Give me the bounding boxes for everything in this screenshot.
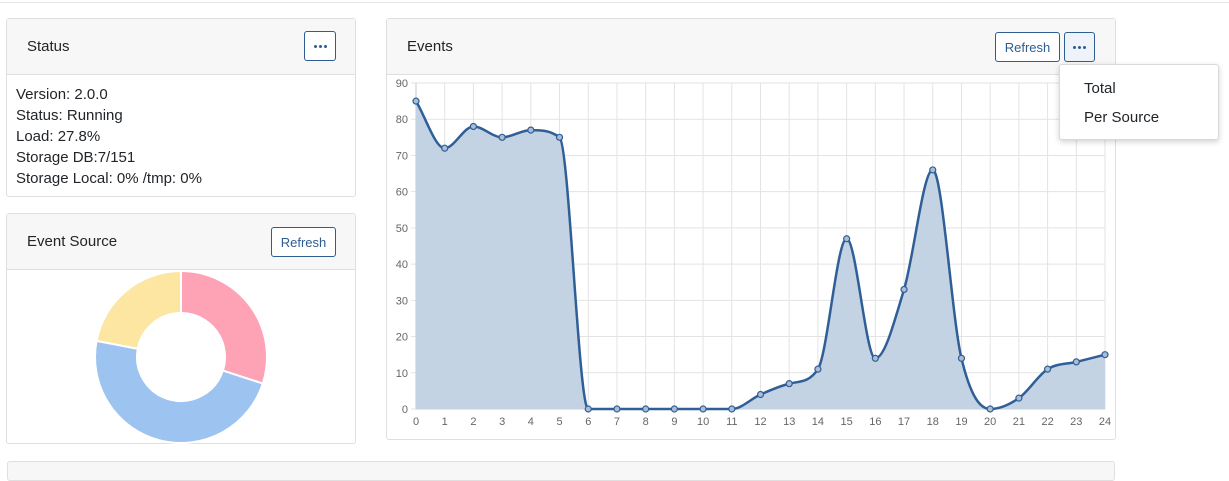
x-tick-label: 2 [470,416,476,428]
status-card-title: Status [27,38,70,55]
dropdown-item-per-source[interactable]: Per Source [1084,109,1160,126]
x-tick-label: 8 [643,416,649,428]
x-tick-label: 7 [614,416,620,428]
x-tick-label: 1 [442,416,448,428]
events-view-dropdown: Total Per Source [1059,64,1219,140]
events-data-point [699,405,707,413]
x-tick-label: 18 [927,416,939,428]
events-data-point [871,354,879,362]
status-more-button[interactable] [304,31,336,61]
events-data-point [900,285,908,294]
events-data-point [986,405,994,413]
events-data-point [613,405,621,413]
donut-slice-0 [180,270,268,385]
donut-slice-2 [95,270,182,350]
status-version: Version: 2.0.0 [16,86,108,103]
events-data-point [785,380,793,388]
x-tick-label: 12 [754,416,766,428]
y-tick-label: 90 [396,78,408,90]
y-tick-label: 20 [396,332,408,344]
events-more-button[interactable] [1064,32,1095,62]
x-tick-label: 22 [1041,416,1053,428]
x-tick-label: 10 [697,416,709,428]
x-tick-label: 3 [499,416,505,428]
events-area-fill [416,101,1105,410]
event-source-card-header: Event Source Refresh [7,214,355,270]
events-data-point [469,122,478,131]
events-data-point [814,365,822,373]
status-storage-local: Storage Local: 0% /tmp: 0% [16,170,202,187]
events-data-point [670,405,678,413]
x-tick-label: 20 [984,416,996,428]
x-tick-label: 17 [898,416,910,428]
x-tick-label: 19 [955,416,967,428]
x-tick-label: 11 [726,416,737,428]
y-tick-label: 0 [402,404,408,416]
y-tick-label: 50 [396,223,408,235]
x-tick-label: 14 [812,416,824,428]
donut-slice-1 [94,339,265,444]
status-card-header: Status [7,19,355,75]
y-tick-label: 70 [396,150,408,162]
events-series-line [414,100,1106,411]
x-tick-label: 15 [841,416,853,428]
event-source-refresh-button[interactable]: Refresh [271,227,336,257]
x-tick-label: 21 [1013,416,1025,428]
x-tick-label: 6 [585,416,591,428]
status-load: Load: 27.8% [16,128,101,145]
events-card-header: Events Refresh [387,19,1115,75]
event-source-card-title: Event Source [27,233,118,250]
y-tick-label: 30 [396,295,408,307]
events-card: Events Refresh 0 10 20 30 40 50 60 70 80 90 0 1 2 3 4 5… [386,18,1116,440]
status-card: Status Version: 2.0.0 Status: Running Lo… [6,18,356,197]
events-data-point [756,390,765,399]
events-data-point [843,235,851,243]
events-data-point [1043,365,1052,373]
events-card-title: Events [407,38,453,55]
event-source-card: Event Source Refresh [6,213,356,444]
x-tick-label: 9 [671,416,677,428]
events-data-point [642,405,650,413]
status-info: Version: 2.0.0 Status: Running Load: 27.… [16,84,202,189]
events-data-point [957,354,966,362]
events-refresh-button[interactable]: Refresh [995,32,1060,62]
x-tick-label: 13 [783,416,795,428]
x-tick-label: 23 [1070,416,1082,428]
events-data-point [441,144,449,152]
events-data-point [412,97,420,105]
x-tick-label: 24 [1099,416,1111,428]
events-data-point [498,133,506,141]
events-data-point [728,405,736,413]
events-data-point [555,133,564,141]
events-data-point [929,166,937,174]
events-data-point [527,126,535,134]
status-state: Status: Running [16,107,123,124]
dropdown-item-total[interactable]: Total [1084,80,1116,97]
events-data-point [1072,358,1080,366]
x-tick-label: 0 [413,416,419,428]
x-tick-label: 16 [869,416,881,428]
status-storage-db: Storage DB:7/151 [16,149,136,166]
events-data-point [584,405,592,413]
x-tick-label: 4 [528,416,534,428]
y-tick-label: 40 [396,259,408,271]
event-source-donut-chart [94,270,268,444]
events-data-point [1101,351,1109,359]
more-icon [1073,45,1086,49]
y-tick-label: 80 [396,114,408,126]
x-tick-label: 5 [556,416,562,428]
bottom-card-header [7,461,1115,481]
more-icon [313,44,327,48]
y-tick-label: 60 [396,187,408,199]
top-divider [0,2,1229,3]
events-data-point [1015,394,1023,402]
y-tick-label: 10 [396,368,408,380]
